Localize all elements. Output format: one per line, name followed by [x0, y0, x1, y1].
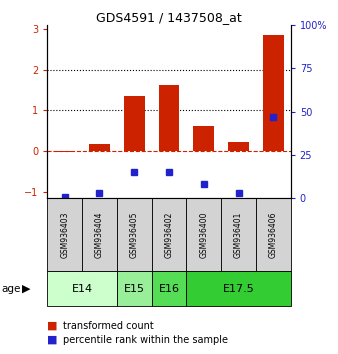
Bar	[117, 271, 152, 306]
Text: GSM936402: GSM936402	[165, 211, 173, 258]
Text: E14: E14	[72, 284, 93, 293]
Bar	[186, 198, 221, 271]
Bar	[152, 271, 186, 306]
Text: ■: ■	[47, 321, 58, 331]
Bar	[47, 271, 117, 306]
Bar	[82, 198, 117, 271]
Bar	[256, 198, 291, 271]
Text: ■: ■	[47, 335, 58, 345]
Bar	[186, 271, 291, 306]
Text: E17.5: E17.5	[223, 284, 255, 293]
Text: transformed count: transformed count	[63, 321, 153, 331]
Text: GSM936400: GSM936400	[199, 211, 208, 258]
Text: GSM936403: GSM936403	[60, 211, 69, 258]
Bar	[117, 198, 152, 271]
Text: GSM936401: GSM936401	[234, 211, 243, 258]
Bar	[193, 126, 214, 151]
Text: E15: E15	[124, 284, 145, 293]
Title: GDS4591 / 1437508_at: GDS4591 / 1437508_at	[96, 11, 242, 24]
Text: age: age	[2, 284, 21, 293]
Bar	[152, 198, 186, 271]
Text: GSM936406: GSM936406	[269, 211, 278, 258]
Bar	[54, 151, 75, 152]
Text: percentile rank within the sample: percentile rank within the sample	[63, 335, 227, 345]
Text: ▶: ▶	[22, 284, 30, 293]
Bar	[124, 96, 145, 151]
Bar	[159, 85, 179, 151]
Bar	[221, 198, 256, 271]
Bar	[89, 144, 110, 151]
Bar	[228, 142, 249, 151]
Bar	[263, 35, 284, 151]
Text: GSM936404: GSM936404	[95, 211, 104, 258]
Bar	[47, 198, 82, 271]
Text: GSM936405: GSM936405	[130, 211, 139, 258]
Text: E16: E16	[159, 284, 179, 293]
